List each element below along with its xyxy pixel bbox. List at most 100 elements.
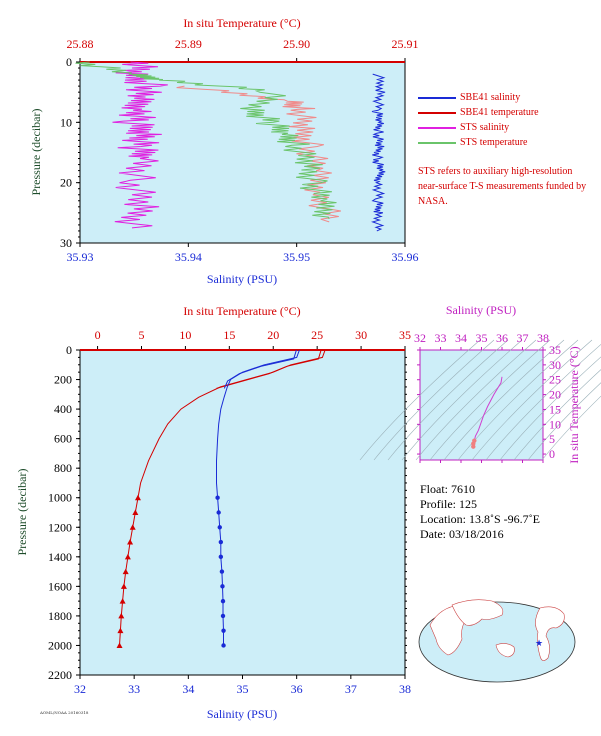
main-pressure-axis-label: Pressure (decibar)	[15, 469, 29, 556]
ts-temp-tick-label: 20	[549, 388, 561, 402]
ts-sal-tick-label: 32	[414, 331, 426, 345]
legend-item-sts-temperature: STS temperature	[418, 135, 539, 150]
top-pressure-tick-label: 0	[66, 55, 72, 69]
top-temp-tick-label: 25.90	[283, 37, 310, 51]
main-temp-tick-label: 15	[223, 328, 235, 342]
top-sal-tick-label: 35.93	[67, 250, 94, 264]
map-continents	[429, 599, 565, 661]
ts-temp-tick-label: 10	[549, 417, 561, 431]
temperature-point-marker	[127, 539, 134, 545]
temperature-point-marker	[116, 642, 123, 648]
main-axis-ticks: 0 5 10 15 20 25 30 35 32 33 34 35 36 37 38 0 200 400 600 80…	[48, 328, 411, 696]
main-pressure-tick-label: 1000	[48, 491, 72, 505]
temperature-point-marker	[120, 583, 127, 589]
main-pressure-tick-label: 1200	[48, 520, 72, 534]
top-series-sts-salinity	[112, 61, 168, 229]
legend-swatch-green	[418, 142, 456, 144]
top-sal-tick-label: 35.95	[283, 250, 310, 264]
ts-temp-tick-label: 0	[549, 447, 555, 461]
ts-temp-tick-label: 5	[549, 432, 555, 446]
ts-sal-tick-label: 34	[455, 331, 467, 345]
legend-item-sts-salinity: STS salinity	[418, 120, 539, 135]
ts-sal-tick-label: 33	[435, 331, 447, 345]
main-series-group	[116, 349, 326, 648]
main-plot-area	[79, 349, 406, 676]
ts-temp-tick-label: 35	[549, 343, 561, 357]
main-pressure-tick-label: 200	[54, 373, 72, 387]
main-pressure-tick-label: 800	[54, 461, 72, 475]
main-sal-tick-label: 33	[128, 682, 140, 696]
main-temp-tick-label: 0	[95, 328, 101, 342]
density-contour-line	[429, 339, 551, 461]
top-series-group	[75, 61, 386, 232]
main-sal-tick-label: 38	[399, 682, 411, 696]
salinity-point-marker	[219, 569, 225, 574]
top-sal-tick-label: 35.94	[175, 250, 202, 264]
top-pressure-tick-label: 10	[60, 115, 72, 129]
ts-sal-axis-label: Salinity (PSU)	[446, 303, 516, 317]
ts-deep-point	[472, 438, 477, 443]
density-contour-line	[471, 339, 593, 461]
profile-number: Profile: 125	[420, 497, 477, 511]
main-temp-axis-label: In situ Temperature (°C)	[183, 304, 300, 318]
top-pressure-tick-label: 30	[60, 236, 72, 250]
ts-temp-tick-label: 30	[549, 358, 561, 372]
ts-temp-tick-label: 15	[549, 402, 561, 416]
salinity-point-marker	[221, 628, 226, 633]
salinity-point-marker	[220, 613, 226, 619]
density-contour-line	[387, 339, 509, 461]
main-pressure-tick-label: 400	[54, 402, 72, 416]
main-temp-tick-label: 5	[138, 328, 144, 342]
salinity-point-marker	[220, 584, 225, 589]
ts-temp-tick-label: 25	[549, 373, 561, 387]
density-contour-line	[499, 356, 601, 461]
main-pressure-tick-label: 1600	[48, 579, 72, 593]
top-series-sbe41-salinity	[371, 73, 386, 232]
world-map: ★	[418, 599, 576, 683]
main-pressure-tick-label: 1400	[48, 550, 72, 564]
main-pressure-tick-label: 2000	[48, 638, 72, 652]
float-info: Float: 7610 Profile: 125 Location: 13.8˚…	[420, 482, 540, 542]
ts-sal-tick-label: 35	[476, 331, 488, 345]
temperature-point-marker	[117, 627, 124, 634]
density-contour-line	[527, 382, 601, 461]
ts-temp-axis-label: In situ Temperature (°C)	[567, 346, 581, 463]
main-pressure-tick-label: 2200	[48, 668, 72, 682]
main-pressure-tick-label: 1800	[48, 609, 72, 623]
main-temp-tick-label: 35	[399, 328, 411, 342]
ts-sal-tick-label: 38	[537, 331, 549, 345]
density-contour-line	[513, 369, 601, 461]
top-temp-axis-label: In situ Temperature (°C)	[183, 16, 300, 30]
temperature-point-marker	[134, 494, 141, 501]
ts-series-group	[471, 376, 503, 449]
density-contour-line	[373, 339, 495, 461]
top-sal-tick-label: 35.96	[392, 250, 419, 264]
main-temp-tick-label: 10	[179, 328, 191, 342]
temperature-point-marker	[119, 598, 126, 604]
salinity-point-marker	[215, 495, 220, 500]
legend-label: SBE41 temperature	[460, 107, 539, 118]
temperature-point-marker	[129, 524, 136, 530]
main-temp-tick-label: 20	[267, 328, 279, 342]
top-legend: SBE41 salinity SBE41 temperature STS sal…	[418, 90, 539, 150]
salinity-point-marker	[218, 539, 224, 545]
top-series-sts-temperature	[75, 61, 337, 220]
temperature-point-marker	[118, 612, 125, 619]
float-id: Float: 7610	[420, 482, 476, 496]
ts-sal-tick-label: 36	[496, 331, 508, 345]
density-contour-line	[401, 339, 523, 461]
density-contour-line	[541, 395, 601, 461]
main-temp-tick-label: 25	[311, 328, 323, 342]
salinity-point-marker	[220, 598, 226, 604]
map-landmass-americas	[535, 606, 565, 661]
main-line-temperature-secondary	[216, 349, 322, 389]
density-contour-line	[415, 339, 537, 461]
main-sal-tick-label: 34	[182, 682, 194, 696]
ts-sal-tick-label: 37	[517, 331, 529, 345]
sts-note: STS refers to auxiliary high-resolution …	[418, 166, 587, 207]
top-temp-tick-label: 25.88	[67, 37, 94, 51]
top-temp-tick-label: 25.89	[175, 37, 202, 51]
main-sal-axis-label: Salinity (PSU)	[207, 707, 277, 721]
legend-label: SBE41 salinity	[460, 92, 521, 103]
